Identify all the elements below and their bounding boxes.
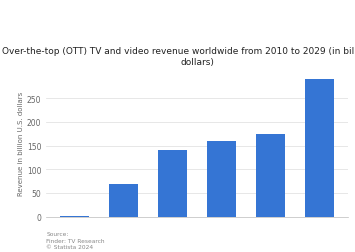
Bar <box>109 185 138 217</box>
Text: Source:
Finder: TV Research
© Statista 2024: Source: Finder: TV Research © Statista 2… <box>46 231 105 249</box>
Bar <box>158 151 187 217</box>
Bar <box>305 80 334 217</box>
Bar <box>256 134 285 217</box>
Title: Over-the-top (OTT) TV and video revenue worldwide from 2010 to 2029 (in billion : Over-the-top (OTT) TV and video revenue … <box>2 47 355 67</box>
Y-axis label: Revenue in billion U.S. dollars: Revenue in billion U.S. dollars <box>18 92 24 196</box>
Bar <box>60 216 89 217</box>
Bar <box>207 141 236 217</box>
